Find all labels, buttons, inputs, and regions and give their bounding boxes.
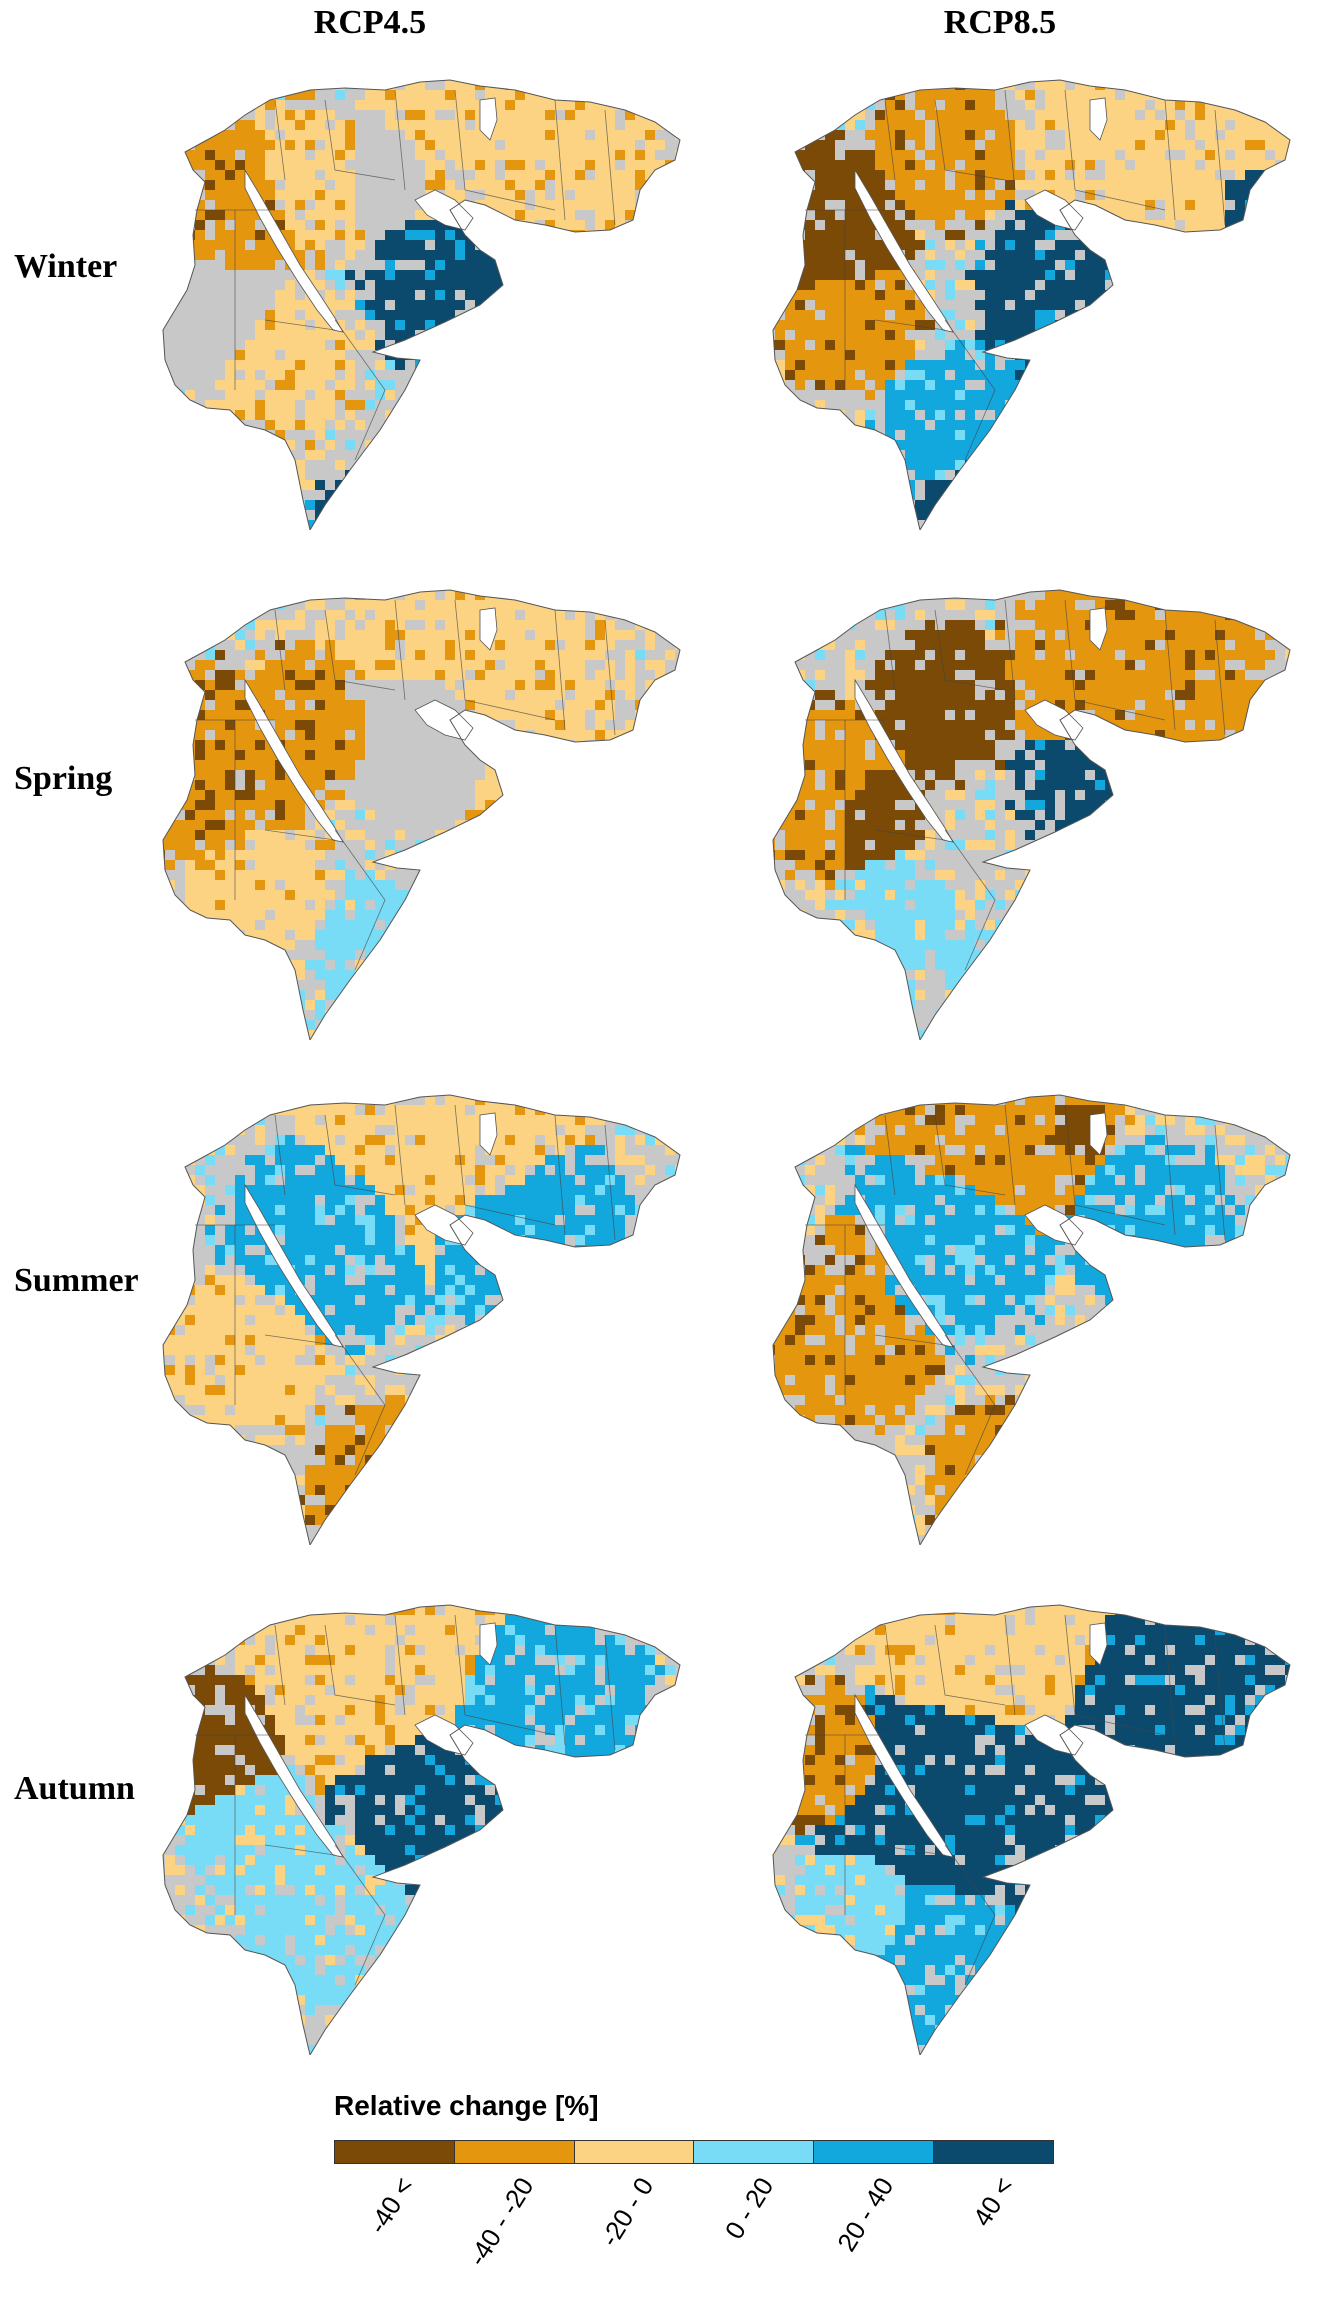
column-header-rcp85: RCP8.5	[850, 4, 1150, 42]
legend-label: -40 <	[362, 2172, 420, 2239]
red-sea	[244, 1183, 344, 1348]
persian-gulf	[1024, 1714, 1084, 1756]
country-borders	[805, 1614, 1226, 1986]
map-svg	[772, 1604, 1291, 2055]
coastline	[772, 1604, 1291, 2055]
map-grid-cells	[773, 80, 1290, 530]
caspian-sea	[479, 607, 498, 651]
red-sea	[244, 678, 344, 843]
persian-gulf	[1024, 699, 1084, 741]
map-svg	[772, 589, 1291, 1040]
persian-gulf	[1024, 189, 1084, 231]
row-label-autumn: Autumn	[14, 1770, 135, 1808]
map-grid-cells	[163, 1605, 680, 2055]
legend-label: -40 - -20	[462, 2172, 540, 2272]
coastline	[162, 1604, 681, 2055]
map-winter-rcp85	[745, 60, 1325, 530]
persian-gulf	[414, 1714, 474, 1756]
caspian-sea	[1089, 1112, 1108, 1156]
legend-label: 0 - 20	[719, 2172, 781, 2245]
caspian-sea	[479, 97, 498, 141]
red-sea	[244, 1693, 344, 1858]
persian-gulf	[414, 699, 474, 741]
coastline	[772, 1094, 1291, 1545]
row-label-summer: Summer	[14, 1262, 139, 1300]
country-borders	[195, 1104, 616, 1476]
map-grid-cells	[163, 1095, 680, 1545]
map-summer-rcp45	[135, 1075, 715, 1545]
map-svg	[162, 1604, 681, 2055]
country-borders	[805, 89, 1226, 461]
country-borders	[805, 599, 1226, 971]
coastline	[162, 589, 681, 1040]
map-spring-rcp85	[745, 570, 1325, 1040]
coastline	[162, 79, 681, 530]
map-grid-cells	[163, 590, 680, 1040]
map-svg	[772, 1094, 1291, 1545]
row-label-winter: Winter	[14, 248, 117, 286]
legend-swatch	[694, 2141, 815, 2163]
map-summer-rcp85	[745, 1075, 1325, 1545]
caspian-sea	[1089, 607, 1108, 651]
legend-title: Relative change [%]	[334, 2090, 599, 2122]
legend: Relative change [%] -40 < -40 - -20 -20 …	[334, 2090, 1054, 2290]
map-svg	[162, 79, 681, 530]
legend-colorbar	[334, 2140, 1054, 2164]
map-autumn-rcp85	[745, 1585, 1325, 2055]
row-label-spring: Spring	[14, 760, 112, 798]
legend-swatch	[814, 2141, 935, 2163]
map-spring-rcp45	[135, 570, 715, 1040]
column-header-rcp45: RCP4.5	[220, 4, 520, 42]
legend-label: 40 <	[967, 2172, 1020, 2232]
map-svg	[162, 1094, 681, 1545]
persian-gulf	[414, 1204, 474, 1246]
coastline	[772, 79, 1291, 530]
legend-swatch	[335, 2141, 455, 2163]
coastline	[162, 1094, 681, 1545]
map-grid-cells	[773, 590, 1290, 1040]
red-sea	[854, 1183, 954, 1348]
country-borders	[195, 89, 616, 461]
map-svg	[772, 79, 1291, 530]
legend-swatch	[454, 2141, 575, 2163]
red-sea	[854, 168, 954, 333]
map-svg	[162, 589, 681, 1040]
map-winter-rcp45	[135, 60, 715, 530]
map-grid-cells	[163, 80, 680, 530]
country-borders	[195, 599, 616, 971]
caspian-sea	[479, 1622, 498, 1666]
legend-label: 20 - 40	[831, 2172, 900, 2257]
caspian-sea	[1089, 97, 1108, 141]
country-borders	[805, 1104, 1226, 1476]
country-borders	[195, 1614, 616, 1986]
legend-label: -20 - 0	[594, 2172, 660, 2252]
legend-swatch	[574, 2141, 695, 2163]
red-sea	[854, 678, 954, 843]
red-sea	[244, 168, 344, 333]
map-grid-cells	[773, 1605, 1290, 2055]
caspian-sea	[479, 1112, 498, 1156]
coastline	[772, 589, 1291, 1040]
persian-gulf	[1024, 1204, 1084, 1246]
persian-gulf	[414, 189, 474, 231]
map-autumn-rcp45	[135, 1585, 715, 2055]
legend-swatch	[934, 2141, 1053, 2163]
map-grid-cells	[773, 1095, 1290, 1545]
red-sea	[854, 1693, 954, 1858]
caspian-sea	[1089, 1622, 1108, 1666]
